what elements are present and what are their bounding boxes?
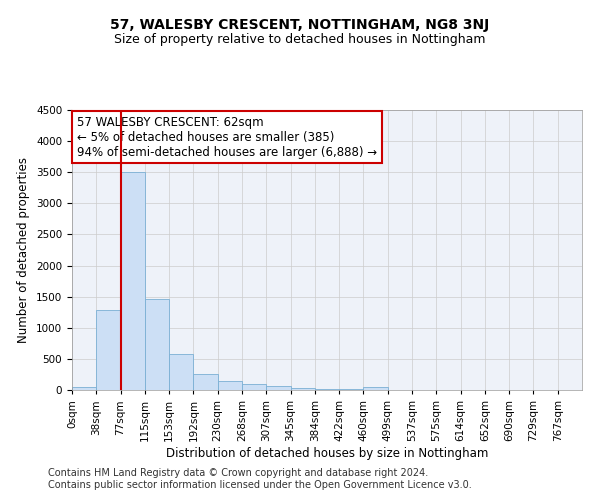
Text: Contains HM Land Registry data © Crown copyright and database right 2024.: Contains HM Land Registry data © Crown c…	[48, 468, 428, 477]
Text: Size of property relative to detached houses in Nottingham: Size of property relative to detached ho…	[114, 32, 486, 46]
Bar	[364, 387, 388, 390]
Y-axis label: Number of detached properties: Number of detached properties	[17, 157, 31, 343]
Bar	[193, 374, 218, 390]
Bar	[72, 387, 96, 390]
Text: Contains public sector information licensed under the Open Government Licence v3: Contains public sector information licen…	[48, 480, 472, 490]
Bar	[121, 172, 145, 390]
Text: 57, WALESBY CRESCENT, NOTTINGHAM, NG8 3NJ: 57, WALESBY CRESCENT, NOTTINGHAM, NG8 3N…	[110, 18, 490, 32]
Bar	[218, 380, 242, 390]
Bar	[145, 298, 169, 390]
Bar	[266, 386, 290, 390]
Bar	[242, 384, 266, 390]
Bar	[96, 310, 121, 390]
Bar	[290, 388, 315, 390]
X-axis label: Distribution of detached houses by size in Nottingham: Distribution of detached houses by size …	[166, 446, 488, 460]
Bar	[169, 354, 193, 390]
Text: 57 WALESBY CRESCENT: 62sqm
← 5% of detached houses are smaller (385)
94% of semi: 57 WALESBY CRESCENT: 62sqm ← 5% of detac…	[77, 116, 377, 158]
Bar	[315, 389, 339, 390]
